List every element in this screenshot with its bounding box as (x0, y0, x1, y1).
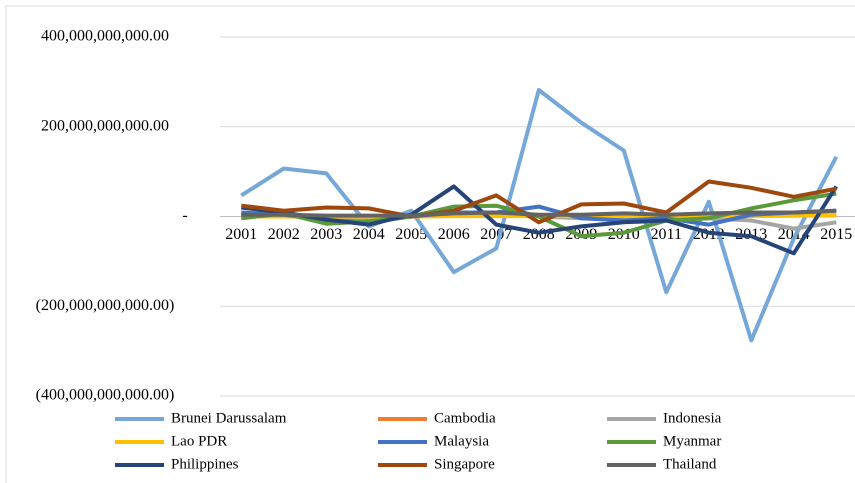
x-tick-label: 2001 (225, 226, 257, 243)
x-tick-label: 2006 (438, 226, 470, 243)
y-tick-label: 400,000,000,000.00 (41, 28, 169, 45)
legend-label: Myanmar (663, 433, 721, 449)
y-tick-label: - (182, 207, 187, 224)
legend-label: Brunei Darussalam (171, 410, 287, 426)
legend-label: Singapore (434, 456, 495, 472)
y-tick-label: (400,000,000,000.00) (36, 387, 175, 404)
legend-label: Thailand (663, 456, 717, 472)
x-tick-label: 2015 (820, 226, 852, 243)
legend-label: Philippines (171, 456, 239, 472)
legend-label: Lao PDR (171, 433, 227, 449)
x-tick-label: 2005 (395, 226, 427, 243)
chart-border (5, 5, 855, 483)
legend-label: Cambodia (434, 410, 496, 426)
series-line (241, 208, 837, 218)
series-line (241, 179, 837, 225)
y-tick-label: (200,000,000,000.00) (36, 297, 175, 314)
x-tick-label: 2003 (310, 226, 342, 243)
legend-label: Indonesia (663, 410, 722, 426)
series-line (241, 184, 838, 256)
x-tick-label: 2007 (480, 226, 512, 243)
x-tick-label: 2011 (651, 226, 682, 243)
x-tick-label: 2002 (268, 226, 300, 243)
legend-label: Malaysia (434, 433, 489, 449)
x-tick-label: 2004 (353, 226, 385, 243)
series-line (240, 88, 839, 343)
y-tick-label: 200,000,000,000.00 (41, 117, 169, 134)
